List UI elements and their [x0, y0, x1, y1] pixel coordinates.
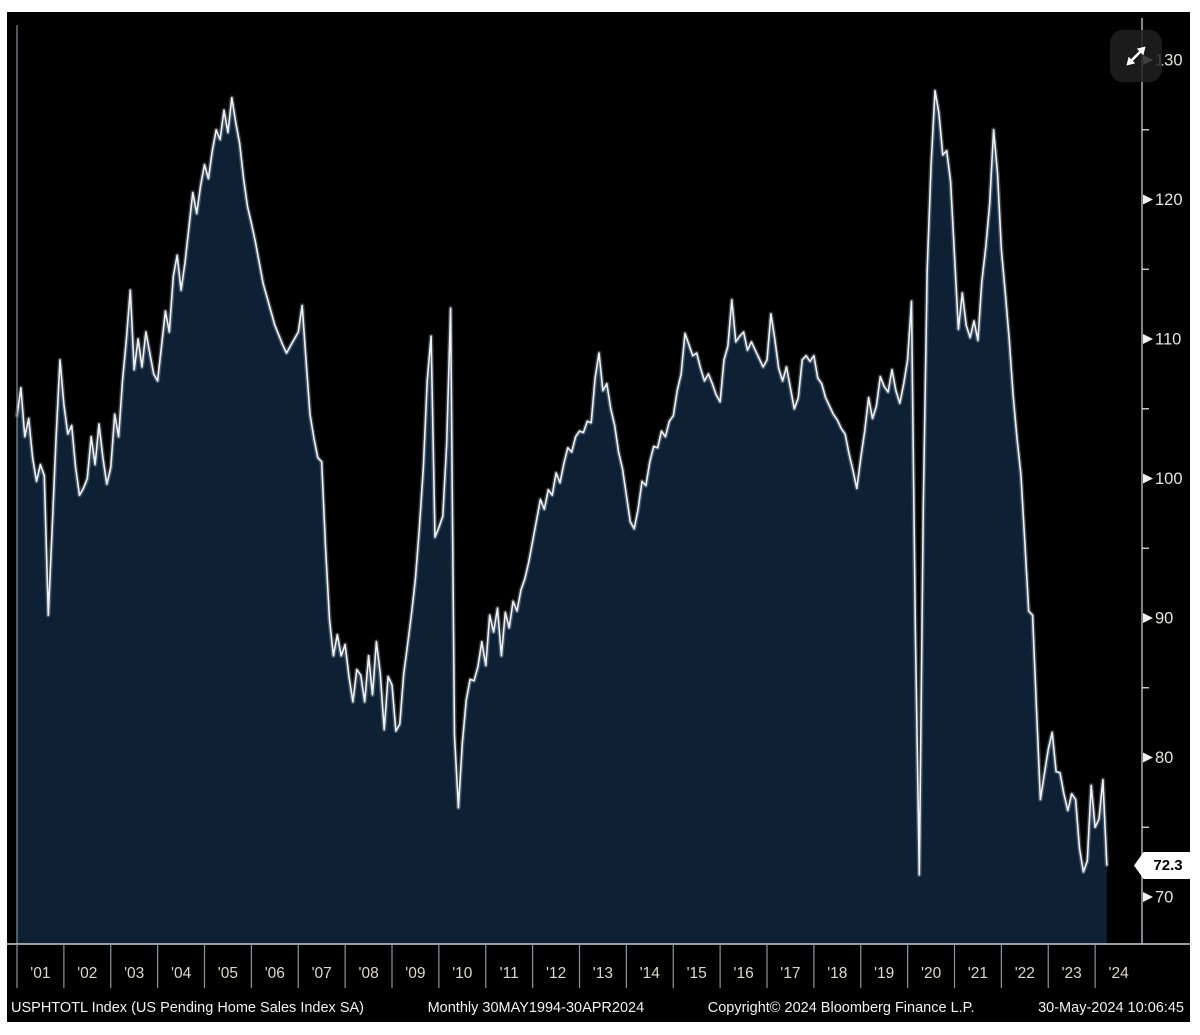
expand-icon	[1126, 46, 1146, 66]
svg-text:'05: '05	[218, 965, 238, 982]
area-series	[14, 88, 1110, 944]
svg-text:'19: '19	[874, 965, 894, 982]
svg-text:80: 80	[1155, 749, 1173, 767]
svg-text:'22: '22	[1015, 965, 1035, 982]
svg-text:'17: '17	[780, 965, 800, 982]
svg-text:'15: '15	[687, 965, 707, 982]
svg-text:'03: '03	[124, 965, 144, 982]
svg-text:110: 110	[1155, 331, 1181, 349]
svg-text:'09: '09	[405, 965, 425, 982]
x-axis-labels: '01 '02 '03 '04 '05 '06 '07 '08 '09 '10 '11 '12 '13 '…	[16, 945, 1129, 988]
footer-security-description: USPHTOTL Index (US Pending Home Sales In…	[11, 1000, 364, 1016]
svg-text:'24: '24	[1108, 965, 1129, 982]
svg-text:'21: '21	[968, 965, 988, 982]
svg-text:'04: '04	[171, 965, 192, 982]
svg-text:'11: '11	[500, 965, 519, 982]
svg-text:70: 70	[1155, 889, 1173, 907]
svg-text:'07: '07	[312, 965, 332, 982]
axes	[7, 18, 1190, 945]
svg-text:90: 90	[1155, 610, 1173, 628]
price-chart-svg[interactable]: '01 '02 '03 '04 '05 '06 '07 '08 '09 '10 '11 '12 '13 '…	[7, 12, 1190, 1022]
svg-text:'13: '13	[593, 965, 613, 982]
footer-periodicity-range: Monthly 30MAY1994-30APR2024	[427, 1000, 645, 1016]
svg-text:'16: '16	[733, 965, 753, 982]
svg-text:'02: '02	[77, 965, 97, 982]
expand-chart-button[interactable]	[1110, 30, 1162, 82]
svg-text:120: 120	[1155, 191, 1183, 209]
svg-text:'06: '06	[265, 965, 285, 982]
svg-text:100: 100	[1155, 470, 1183, 488]
footer-timestamp: 30-May-2024 10:06:45	[1038, 1000, 1184, 1016]
bloomberg-chart-panel: '01 '02 '03 '04 '05 '06 '07 '08 '09 '10 '11 '12 '13 '…	[7, 12, 1194, 1022]
svg-text:'12: '12	[546, 965, 566, 982]
svg-text:'10: '10	[452, 965, 473, 982]
svg-text:'18: '18	[827, 965, 847, 982]
last-value-badge: 72.3	[1134, 852, 1194, 879]
svg-text:'20: '20	[921, 965, 942, 982]
svg-text:'08: '08	[358, 965, 378, 982]
footer-copyright: Copyright© 2024 Bloomberg Finance L.P.	[707, 1000, 975, 1016]
svg-text:'01: '01	[30, 965, 50, 982]
svg-text:'23: '23	[1062, 965, 1082, 982]
chart-footer: USPHTOTL Index (US Pending Home Sales In…	[11, 996, 1184, 1020]
svg-text:'14: '14	[640, 965, 661, 982]
